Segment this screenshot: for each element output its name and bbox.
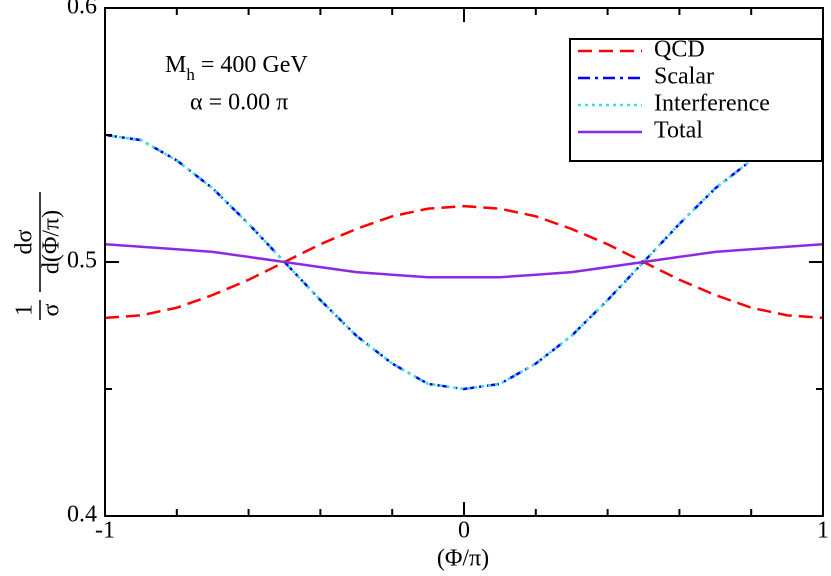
- x-tick-label: 1: [817, 518, 829, 544]
- legend-box: [569, 38, 823, 162]
- x-axis-label: (Φ/π): [437, 546, 489, 572]
- annotation-part: M: [165, 52, 186, 78]
- y-tick-label: 0.4: [67, 502, 97, 528]
- x-tick-label: -1: [95, 518, 115, 544]
- y-label-part: d(Φ/π): [39, 210, 65, 274]
- series-line: [104, 133, 824, 391]
- y-axis-label: 1 σ dσ d(Φ/π): [12, 192, 65, 320]
- series-line: [104, 204, 824, 320]
- series-line: [104, 133, 824, 391]
- legend-label: Interference: [654, 91, 770, 117]
- annotation-part: = 400 GeV: [195, 52, 309, 78]
- y-label-part: σ: [39, 303, 65, 316]
- legend-label: Scalar: [654, 64, 714, 90]
- y-tick-label: 0.6: [67, 0, 97, 20]
- legend-label: Total: [654, 118, 703, 144]
- annotation-part: h: [186, 65, 195, 84]
- y-tick-label: 0.5: [67, 248, 97, 274]
- y-label-part: 1: [12, 304, 38, 316]
- annotation: α = 0.00 π: [190, 90, 288, 116]
- series-line: [104, 242, 824, 279]
- annotation: Mh = 400 GeV: [165, 52, 308, 84]
- x-tick-label: 0: [458, 518, 470, 544]
- legend-label: QCD: [654, 37, 705, 63]
- y-label-part: dσ: [12, 229, 38, 254]
